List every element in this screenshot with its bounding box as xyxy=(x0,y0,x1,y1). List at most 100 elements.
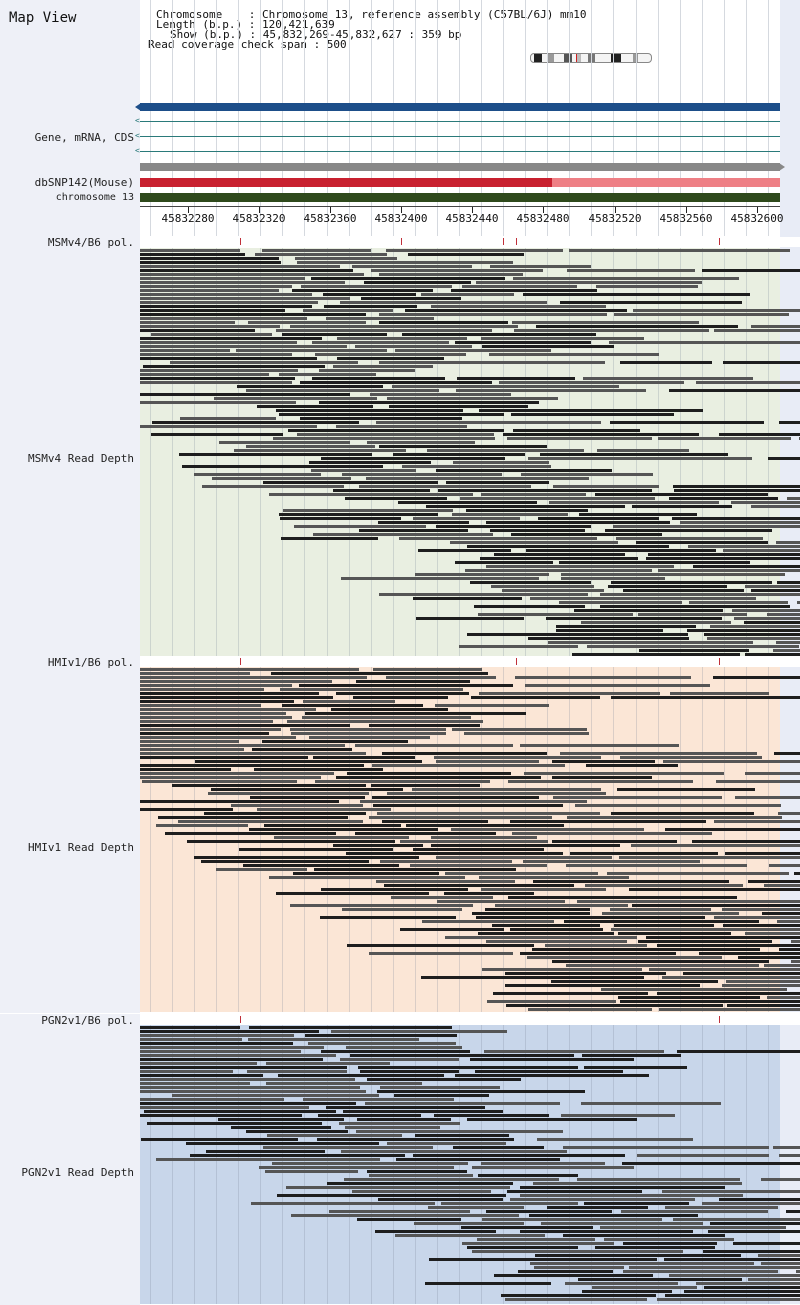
polymorphism-mark[interactable] xyxy=(719,1016,720,1023)
arrow-left-icon: < xyxy=(135,132,143,140)
read-segment xyxy=(249,828,438,831)
polymorphism-mark[interactable] xyxy=(719,658,720,665)
read-segment xyxy=(416,617,524,620)
read-segment xyxy=(511,413,673,416)
read-segment xyxy=(140,341,297,344)
read-segment xyxy=(486,521,670,524)
read-segment xyxy=(387,397,558,400)
read-segment xyxy=(583,377,752,380)
read-segment xyxy=(466,509,588,512)
read-segment xyxy=(600,1226,786,1229)
read-depth-track[interactable] xyxy=(140,1025,800,1304)
read-depth-track[interactable] xyxy=(140,667,800,1012)
read-segment xyxy=(140,261,281,264)
read-segment xyxy=(437,900,565,903)
read-segment xyxy=(751,589,800,592)
read-segment xyxy=(319,401,539,404)
mrna-line-3[interactable] xyxy=(140,151,780,152)
read-segment xyxy=(152,421,359,424)
read-segment xyxy=(561,577,665,580)
read-depth-track[interactable] xyxy=(140,248,800,656)
read-segment xyxy=(331,708,448,711)
read-segment xyxy=(406,824,563,827)
polymorphism-mark[interactable] xyxy=(240,238,241,245)
polymorphism-mark[interactable] xyxy=(503,238,504,245)
read-segment xyxy=(201,860,369,863)
polymorphism-mark[interactable] xyxy=(516,658,517,665)
snp-bar-light[interactable] xyxy=(552,178,780,187)
read-segment xyxy=(707,637,800,640)
read-segment xyxy=(464,732,589,735)
read-segment xyxy=(140,716,292,719)
read-segment xyxy=(387,1142,506,1145)
read-segment xyxy=(421,976,644,979)
read-segment xyxy=(733,1242,800,1245)
read-segment xyxy=(398,501,537,504)
read-segment xyxy=(300,417,462,420)
read-segment xyxy=(140,728,281,731)
read-segment xyxy=(140,740,239,743)
read-segment xyxy=(777,581,800,584)
gray-bar[interactable] xyxy=(140,163,780,171)
read-segment xyxy=(699,952,800,955)
read-segment xyxy=(663,760,800,763)
polymorphism-mark[interactable] xyxy=(240,658,241,665)
read-segment xyxy=(346,852,563,855)
read-segment xyxy=(246,389,439,392)
pol-track[interactable] xyxy=(140,1015,800,1025)
read-segment xyxy=(333,844,423,847)
read-segment xyxy=(400,840,547,843)
polymorphism-mark[interactable] xyxy=(240,1016,241,1023)
read-segment xyxy=(140,748,244,751)
read-segment xyxy=(702,269,800,272)
polymorphism-mark[interactable] xyxy=(516,238,517,245)
read-segment xyxy=(791,960,800,963)
read-segment xyxy=(279,513,438,516)
read-segment xyxy=(382,752,547,755)
read-segment xyxy=(299,684,513,687)
read-segment xyxy=(248,321,366,324)
read-segment xyxy=(140,1030,319,1033)
chromosome-bar[interactable] xyxy=(140,193,780,202)
read-segment xyxy=(413,848,545,851)
read-segment xyxy=(657,1298,800,1301)
read-segment xyxy=(514,329,709,332)
read-segment xyxy=(744,621,800,624)
read-segment xyxy=(670,692,769,695)
read-segment xyxy=(664,1258,800,1261)
read-segment xyxy=(143,365,325,368)
read-segment xyxy=(263,1146,434,1149)
read-segment xyxy=(441,1202,578,1205)
read-segment xyxy=(287,720,483,723)
read-segment xyxy=(246,1130,349,1133)
read-segment xyxy=(592,1286,697,1289)
read-segment xyxy=(301,285,452,288)
read-segment xyxy=(264,824,401,827)
mrna-line-2[interactable] xyxy=(140,136,780,137)
read-segment xyxy=(791,940,800,943)
read-segment xyxy=(618,996,760,999)
read-segment xyxy=(575,804,780,807)
read-segment xyxy=(726,980,800,983)
read-segment xyxy=(360,1070,459,1073)
read-segment xyxy=(505,972,666,975)
read-segment xyxy=(632,505,732,508)
read-segment xyxy=(140,1066,347,1069)
read-segment xyxy=(367,1078,521,1081)
pol-track[interactable] xyxy=(140,657,800,667)
read-segment xyxy=(461,1226,593,1229)
read-segment xyxy=(457,377,575,380)
read-segment xyxy=(618,932,731,935)
read-segment xyxy=(421,293,514,296)
gene-bar[interactable] xyxy=(140,103,780,111)
read-segment xyxy=(140,1062,257,1065)
polymorphism-mark[interactable] xyxy=(719,238,720,245)
pol-track[interactable] xyxy=(140,237,800,247)
arrow-right-icon xyxy=(779,163,785,171)
snp-bar-dark[interactable] xyxy=(140,178,552,187)
read-depth-label: PGN2v1 Read Depth xyxy=(21,1166,134,1179)
polymorphism-mark[interactable] xyxy=(401,238,402,245)
read-segment xyxy=(445,936,637,939)
read-segment xyxy=(380,1086,500,1089)
mrna-line-1[interactable] xyxy=(140,121,780,122)
